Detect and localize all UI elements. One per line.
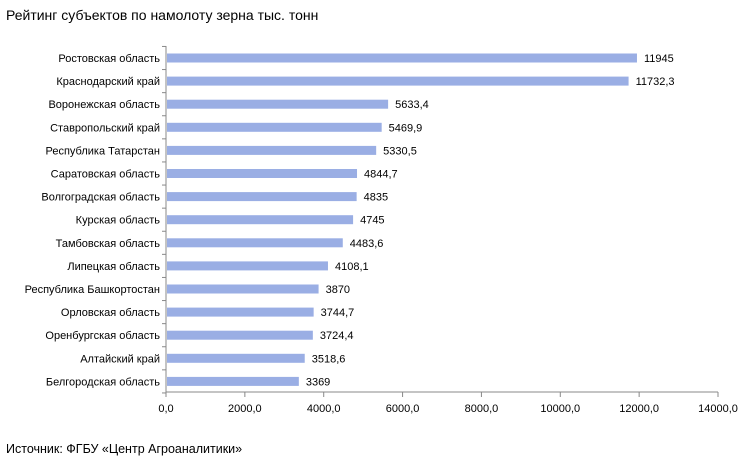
bar-9 [167, 261, 328, 271]
bar-8 [167, 238, 343, 248]
x-tick-label: 14000,0 [698, 403, 738, 415]
data-label: 4835 [364, 192, 388, 204]
data-label: 11945 [644, 53, 674, 65]
data-label: 11732,3 [636, 76, 675, 88]
bar-12 [167, 330, 313, 340]
bar-11 [167, 307, 314, 317]
category-label: Ставропольский край [50, 122, 160, 134]
x-tick-label: 10000,0 [540, 403, 580, 415]
bar-2 [167, 99, 389, 109]
bar-3 [167, 122, 382, 132]
source-note: Источник: ФГБУ «Центр Агроаналитики» [6, 442, 243, 456]
category-label: Саратовская область [51, 169, 161, 181]
x-tick-label: 2000,0 [228, 403, 262, 415]
category-label: Курская область [76, 215, 161, 227]
data-label: 3724,4 [320, 330, 354, 342]
category-label: Липецкая область [67, 261, 160, 273]
x-tick-label: 6000,0 [386, 403, 420, 415]
category-label: Белгородская область [46, 376, 160, 388]
data-label: 5330,5 [383, 145, 417, 157]
data-label: 3870 [326, 284, 350, 296]
bar-6 [167, 192, 357, 202]
chart-title: Рейтинг субъектов по намолоту зерна тыс.… [6, 7, 319, 23]
data-label: 3369 [306, 376, 330, 388]
x-tick-label: 0,0 [158, 403, 173, 415]
data-label: 4108,1 [335, 261, 369, 273]
data-label: 3518,6 [312, 353, 346, 365]
category-label: Тамбовская область [56, 238, 161, 250]
data-label: 5469,9 [389, 122, 423, 134]
category-label: Орловская область [61, 307, 160, 319]
bar-10 [167, 284, 319, 294]
category-label: Алтайский край [80, 353, 160, 365]
data-label: 5633,4 [395, 99, 429, 111]
category-label: Ростовская область [58, 53, 160, 65]
bar-13 [167, 353, 305, 363]
bar-5 [167, 169, 358, 178]
data-label: 4844,7 [364, 169, 398, 181]
category-label: Волгоградская область [41, 192, 160, 204]
category-label: Краснодарский край [56, 76, 160, 88]
bar-4 [167, 145, 377, 155]
category-label: Воронежская область [48, 99, 160, 111]
x-tick-label: 4000,0 [307, 403, 341, 415]
bar-14 [167, 376, 299, 386]
category-label: Республика Башкортостан [25, 284, 160, 296]
data-label: 3744,7 [321, 307, 355, 319]
x-tick-label: 12000,0 [619, 403, 659, 415]
data-label: 4745 [360, 215, 384, 227]
category-label: Республика Татарстан [45, 145, 160, 157]
x-tick-label: 8000,0 [465, 403, 499, 415]
bar-0 [167, 53, 637, 63]
bar-1 [167, 76, 629, 86]
category-label: Оренбургская область [45, 330, 160, 342]
bar-7 [167, 215, 354, 225]
data-label: 4483,6 [350, 238, 384, 250]
